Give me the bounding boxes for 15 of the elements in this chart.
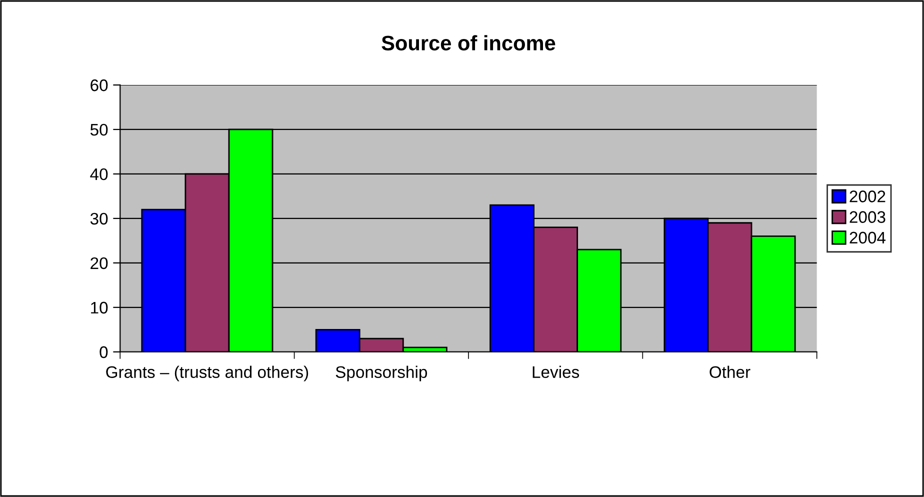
legend-label: 2004 xyxy=(850,232,886,244)
y-tick-label: 10 xyxy=(91,302,108,314)
y-tick-label: 40 xyxy=(90,168,108,180)
y-tick-label: 60 xyxy=(90,79,108,92)
y-tick-label: 0 xyxy=(100,346,108,358)
x-tick-label: Sponsorship xyxy=(336,366,428,382)
legend-label: 2002 xyxy=(850,190,886,202)
y-tick-label: 30 xyxy=(90,212,108,225)
y-tick-label: 20 xyxy=(90,257,108,270)
chart-title: Source of income xyxy=(382,35,556,50)
x-tick-label: Other xyxy=(710,366,750,378)
x-tick-label: Levies xyxy=(532,366,580,378)
legend-label: 2003 xyxy=(850,211,886,223)
y-tick-label: 50 xyxy=(90,124,108,136)
x-tick-label: Grants – (trusts and others) xyxy=(106,366,308,382)
